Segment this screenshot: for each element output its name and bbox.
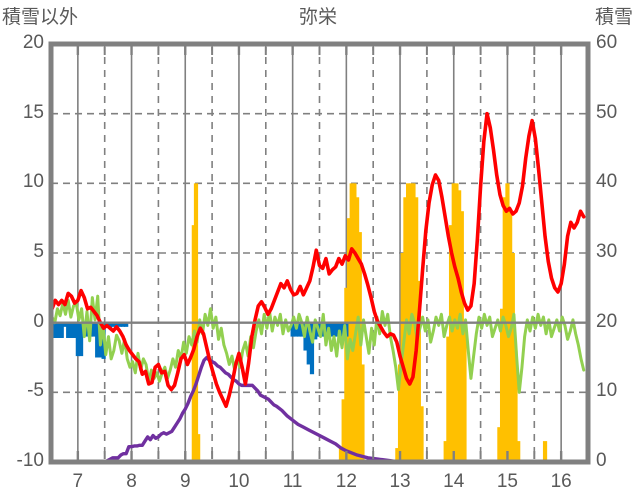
y2-axis-tick-label: 20 — [596, 310, 618, 332]
blue-bars-bar — [78, 322, 84, 357]
yellow-bars-bar — [462, 322, 467, 462]
x-axis-tick-label: 14 — [443, 471, 465, 492]
blue-bars-bar — [290, 322, 295, 337]
yellow-bars-bar — [395, 448, 400, 462]
x-axis-tick-label: 7 — [72, 471, 84, 492]
yellow-bars-bar — [516, 441, 521, 462]
y-axis-tick-label: 5 — [33, 241, 44, 262]
y2-axis-tick-label: 50 — [596, 101, 618, 123]
yellow-bars-bar — [397, 364, 403, 462]
blue-bars-bar — [329, 322, 334, 337]
blue-bars-bar — [66, 322, 71, 338]
x-axis-tick-label: 12 — [335, 471, 357, 492]
yellow-bars-bar — [357, 232, 362, 462]
blue-bars-bar — [75, 322, 80, 357]
x-axis-tick-label: 10 — [228, 471, 250, 492]
yellow-bars-bar — [499, 308, 505, 462]
y2-axis-tick-label: 60 — [596, 32, 618, 53]
y-axis-tick-label: 20 — [22, 32, 44, 53]
yellow-bars-bar — [448, 225, 454, 462]
yellow-bars-bar — [344, 287, 349, 462]
y2-axis-tick-label: 40 — [596, 171, 618, 193]
yellow-bars-bar — [508, 211, 513, 462]
chart-title: 弥栄 — [298, 7, 337, 28]
y-axis-tick-label: 10 — [22, 171, 44, 193]
yellow-bars-bar — [196, 434, 201, 462]
yellow-bars-bar — [497, 427, 502, 462]
plot-frame — [48, 41, 591, 465]
y-axis-tick-label: -10 — [16, 450, 44, 471]
blue-bars-bar — [338, 322, 344, 337]
yellow-bars-bar — [459, 211, 464, 462]
blue-bars-bar — [107, 322, 113, 329]
yellow-bars-bar — [360, 364, 365, 462]
blue-bars-bar — [332, 322, 337, 337]
y-axis-tick-label: 15 — [22, 101, 44, 123]
blue-bars-bar — [124, 322, 129, 327]
right-axis-title: 積雪 — [594, 7, 633, 28]
yellow-bars-bar — [338, 448, 344, 462]
yellow-bars-bar — [341, 399, 346, 462]
yellow-bars-bar — [419, 406, 424, 462]
left-axis-title: 積雪以外 — [2, 7, 79, 28]
yellow-bars-bar — [446, 336, 451, 462]
blue-bars-bar — [306, 322, 311, 365]
blue-bars-bar — [296, 322, 302, 337]
blue-bars-bar — [309, 322, 315, 375]
yellow-bars-bar — [416, 280, 421, 462]
x-axis-tick-label: 9 — [179, 471, 191, 492]
purple-line — [50, 355, 563, 464]
y2-axis-tick-label: 0 — [596, 450, 607, 471]
blue-bars-bar — [111, 322, 116, 327]
blue-bars-bar — [72, 322, 77, 338]
blue-bars-bar — [91, 322, 97, 337]
y-axis-tick-label: -5 — [27, 380, 44, 402]
blue-bars-bar — [69, 322, 74, 338]
y2-axis-tick-label: 30 — [596, 241, 618, 262]
blue-bars-bar — [53, 322, 58, 338]
y-axis-tick-label: 0 — [33, 310, 44, 332]
blue-bars-bar — [120, 322, 126, 327]
red-line — [50, 111, 586, 409]
blue-bars-bar — [117, 322, 122, 327]
x-axis-tick-label: 11 — [282, 471, 303, 492]
blue-bars-bar — [335, 322, 340, 337]
x-axis-tick-label: 15 — [496, 471, 518, 492]
blue-bars-bar — [114, 322, 119, 327]
yellow-bars-bar — [513, 350, 518, 462]
blue-bars-bar — [95, 322, 100, 358]
yellow-bars-bar — [502, 197, 507, 462]
x-axis-tick-label: 8 — [126, 471, 137, 492]
yellow-bars-bar — [443, 441, 448, 462]
x-axis-tick-label: 13 — [389, 471, 411, 492]
y2-axis-tick-label: 10 — [596, 380, 618, 402]
blue-bars-bar — [62, 322, 68, 327]
x-axis-tick-label: 16 — [550, 471, 572, 492]
yellow-bars-bar — [510, 253, 515, 462]
blue-bars-bar — [59, 322, 64, 338]
yellow-bars-bar — [542, 441, 548, 462]
blue-bars-bar — [56, 322, 61, 338]
